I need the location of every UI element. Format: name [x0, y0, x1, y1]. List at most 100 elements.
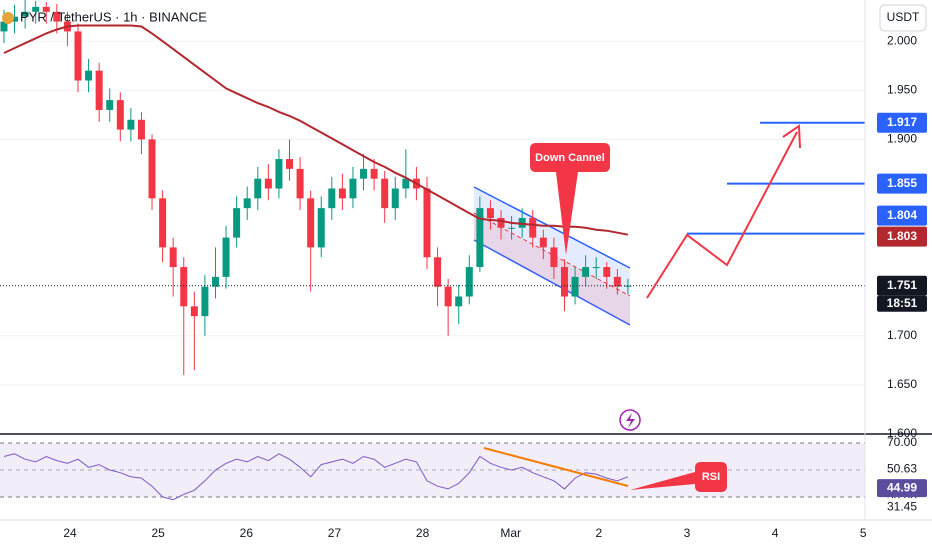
candle-body: [508, 227, 516, 229]
event-icon-bolt: [626, 413, 635, 428]
candle-body: [190, 306, 198, 317]
candle-body: [148, 139, 156, 199]
candle-body: [328, 188, 336, 209]
y-tick-label: 1.950: [887, 82, 917, 96]
x-tick-label: 27: [328, 526, 342, 540]
candle-body: [307, 198, 315, 248]
candle-body: [465, 267, 473, 297]
candle-body: [613, 276, 621, 287]
ma-badge: [877, 226, 927, 247]
rsi-badge-text: 50.63: [887, 461, 917, 475]
price-badge: [877, 275, 927, 296]
rsi-trendline: [483, 447, 629, 487]
y-tick-label: 1.700: [887, 328, 917, 342]
forecast-arrowhead: [782, 124, 801, 149]
x-tick-label: 25: [152, 526, 166, 540]
candle-body: [560, 267, 568, 297]
rsi-tick-label: 70.00: [887, 435, 917, 449]
candle-body: [233, 208, 241, 238]
candle-body: [391, 188, 399, 209]
currency-label[interactable]: USDT: [887, 10, 920, 24]
candle-body: [529, 217, 537, 238]
candle-body: [169, 247, 177, 268]
candle-body: [180, 267, 188, 307]
x-tick-label: 4: [772, 526, 779, 540]
symbol-logo: [2, 12, 14, 24]
x-tick-label: 26: [240, 526, 254, 540]
candle-body: [11, 16, 19, 22]
candle-body: [106, 100, 114, 110]
y-tick-label: 1.650: [887, 377, 917, 391]
candle-body: [32, 6, 40, 12]
candle-body: [222, 237, 230, 277]
chart-title: PYR / TetherUS · 1h · BINANCE: [20, 9, 207, 24]
x-tick-label: 5: [860, 526, 867, 540]
candle-body: [592, 267, 600, 269]
candle-body: [286, 159, 294, 169]
callout: [630, 462, 727, 492]
candle-body: [317, 208, 325, 248]
x-tick-label: 24: [63, 526, 77, 540]
x-tick-label: 2: [596, 526, 603, 540]
countdown-badge-text: 18:51: [887, 296, 918, 310]
candle-body: [423, 188, 431, 258]
rsi-badge-text: 44.99: [887, 480, 917, 494]
level-badge-text: 1.855: [887, 176, 917, 190]
channel-lower-fill: [474, 213, 630, 325]
candle-body: [116, 100, 124, 130]
y-tick-label: 2.000: [887, 33, 917, 47]
rsi-line: [3, 453, 629, 501]
candle-body: [476, 208, 484, 268]
level-badge: [877, 112, 927, 133]
candle-body: [434, 257, 442, 287]
candle-body: [402, 178, 410, 189]
candle-body: [349, 178, 357, 199]
rsi-badge: [877, 498, 927, 517]
candle-body: [497, 217, 505, 228]
candle-body: [275, 159, 283, 189]
candle-body: [444, 286, 452, 307]
level-badge-text: 1.917: [887, 115, 917, 129]
moving-average: [3, 24, 629, 236]
candle-body: [603, 267, 611, 277]
candle-body: [264, 178, 272, 189]
candle-body: [127, 119, 135, 130]
price-badge-text: 1.751: [887, 278, 917, 292]
level-badge: [877, 173, 927, 194]
x-tick-label: 28: [416, 526, 430, 540]
candle-body: [53, 11, 61, 22]
channel-upper: [473, 186, 631, 269]
candle-body: [571, 276, 579, 297]
candle-body: [85, 70, 93, 81]
candle-body: [21, 11, 29, 17]
candle-body: [539, 237, 547, 248]
candle-body: [338, 188, 346, 199]
callout: [530, 143, 610, 255]
candle-body: [0, 21, 8, 32]
callout-text: RSI: [702, 471, 720, 483]
callout-text: Down Cannel: [535, 152, 605, 164]
candle-body: [296, 168, 304, 199]
candle-body: [201, 286, 209, 317]
rsi-badge: [877, 479, 927, 498]
candle-body: [486, 208, 494, 218]
y-tick-label: 1.900: [887, 132, 917, 146]
rsi-badge: [877, 460, 927, 479]
x-tick-label: Mar: [500, 526, 521, 540]
candle-body: [74, 31, 82, 81]
marks: [0, 0, 865, 501]
candle-body: [254, 178, 262, 199]
level-badge: [877, 205, 927, 226]
candle-body: [360, 168, 368, 179]
candle-body: [582, 267, 590, 277]
candle-body: [42, 6, 50, 12]
candle-body: [455, 296, 463, 307]
currency-button[interactable]: [879, 4, 927, 32]
labels: 24 25 26 27 28 Mar 2 3 4 5 2.000 1.950 1.900 1.700 1.6…: [63, 33, 927, 540]
level-badge-text: 1.804: [887, 208, 917, 222]
rsi-badge-text: 31.45: [887, 499, 917, 513]
forecast-path: [646, 131, 798, 299]
countdown-badge: [877, 295, 927, 312]
channel-lower: [473, 239, 631, 326]
